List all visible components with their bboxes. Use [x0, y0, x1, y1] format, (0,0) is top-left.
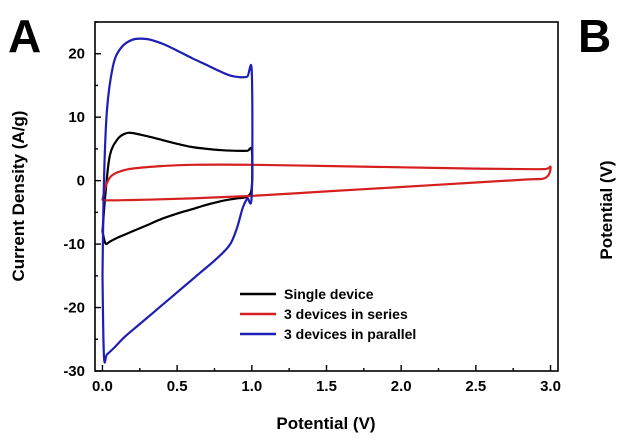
y-axis-ticks: -30 -20 -10 0 10 20 [63, 21, 101, 380]
x-axis-label: Potential (V) [276, 414, 375, 433]
series-line-single-device [101, 131, 254, 246]
x-tick-label: 1.0 [241, 378, 262, 395]
panel-label-b: B [578, 10, 611, 62]
y-tick-label: 10 [68, 109, 85, 126]
x-tick-label: 2.5 [465, 378, 486, 395]
y-tick-label: -30 [63, 363, 85, 380]
y-tick-label: 20 [68, 46, 85, 63]
y-axis-label: Current Density (A/g) [9, 111, 28, 282]
panel-b-y-axis-label: Potential (V) [597, 160, 616, 259]
x-tick-label: 2.0 [391, 378, 412, 395]
series-line-3-devices-in-series [101, 163, 552, 202]
legend-label-3-devices-in-parallel: 3 devices in parallel [284, 326, 416, 342]
x-tick-label: 3.0 [540, 378, 561, 395]
legend-label-3-devices-in-series: 3 devices in series [284, 306, 408, 322]
x-tick-label: 0.5 [167, 378, 188, 395]
legend-label-single-device: Single device [284, 286, 374, 302]
x-tick-label: 0.0 [92, 378, 113, 395]
series-layer [101, 37, 552, 364]
x-tick-label: 1.5 [316, 378, 337, 395]
legend: Single device 3 devices in series 3 device… [240, 286, 416, 342]
y-tick-label: -10 [63, 236, 85, 253]
panel-label-a: A [8, 10, 41, 62]
y-tick-label: 0 [77, 173, 85, 190]
y-tick-label: -20 [63, 300, 85, 317]
x-axis-ticks: 0.0 0.5 1.0 1.5 2.0 2.5 3.0 [92, 365, 561, 395]
series-line-3-devices-in-parallel [101, 37, 254, 364]
